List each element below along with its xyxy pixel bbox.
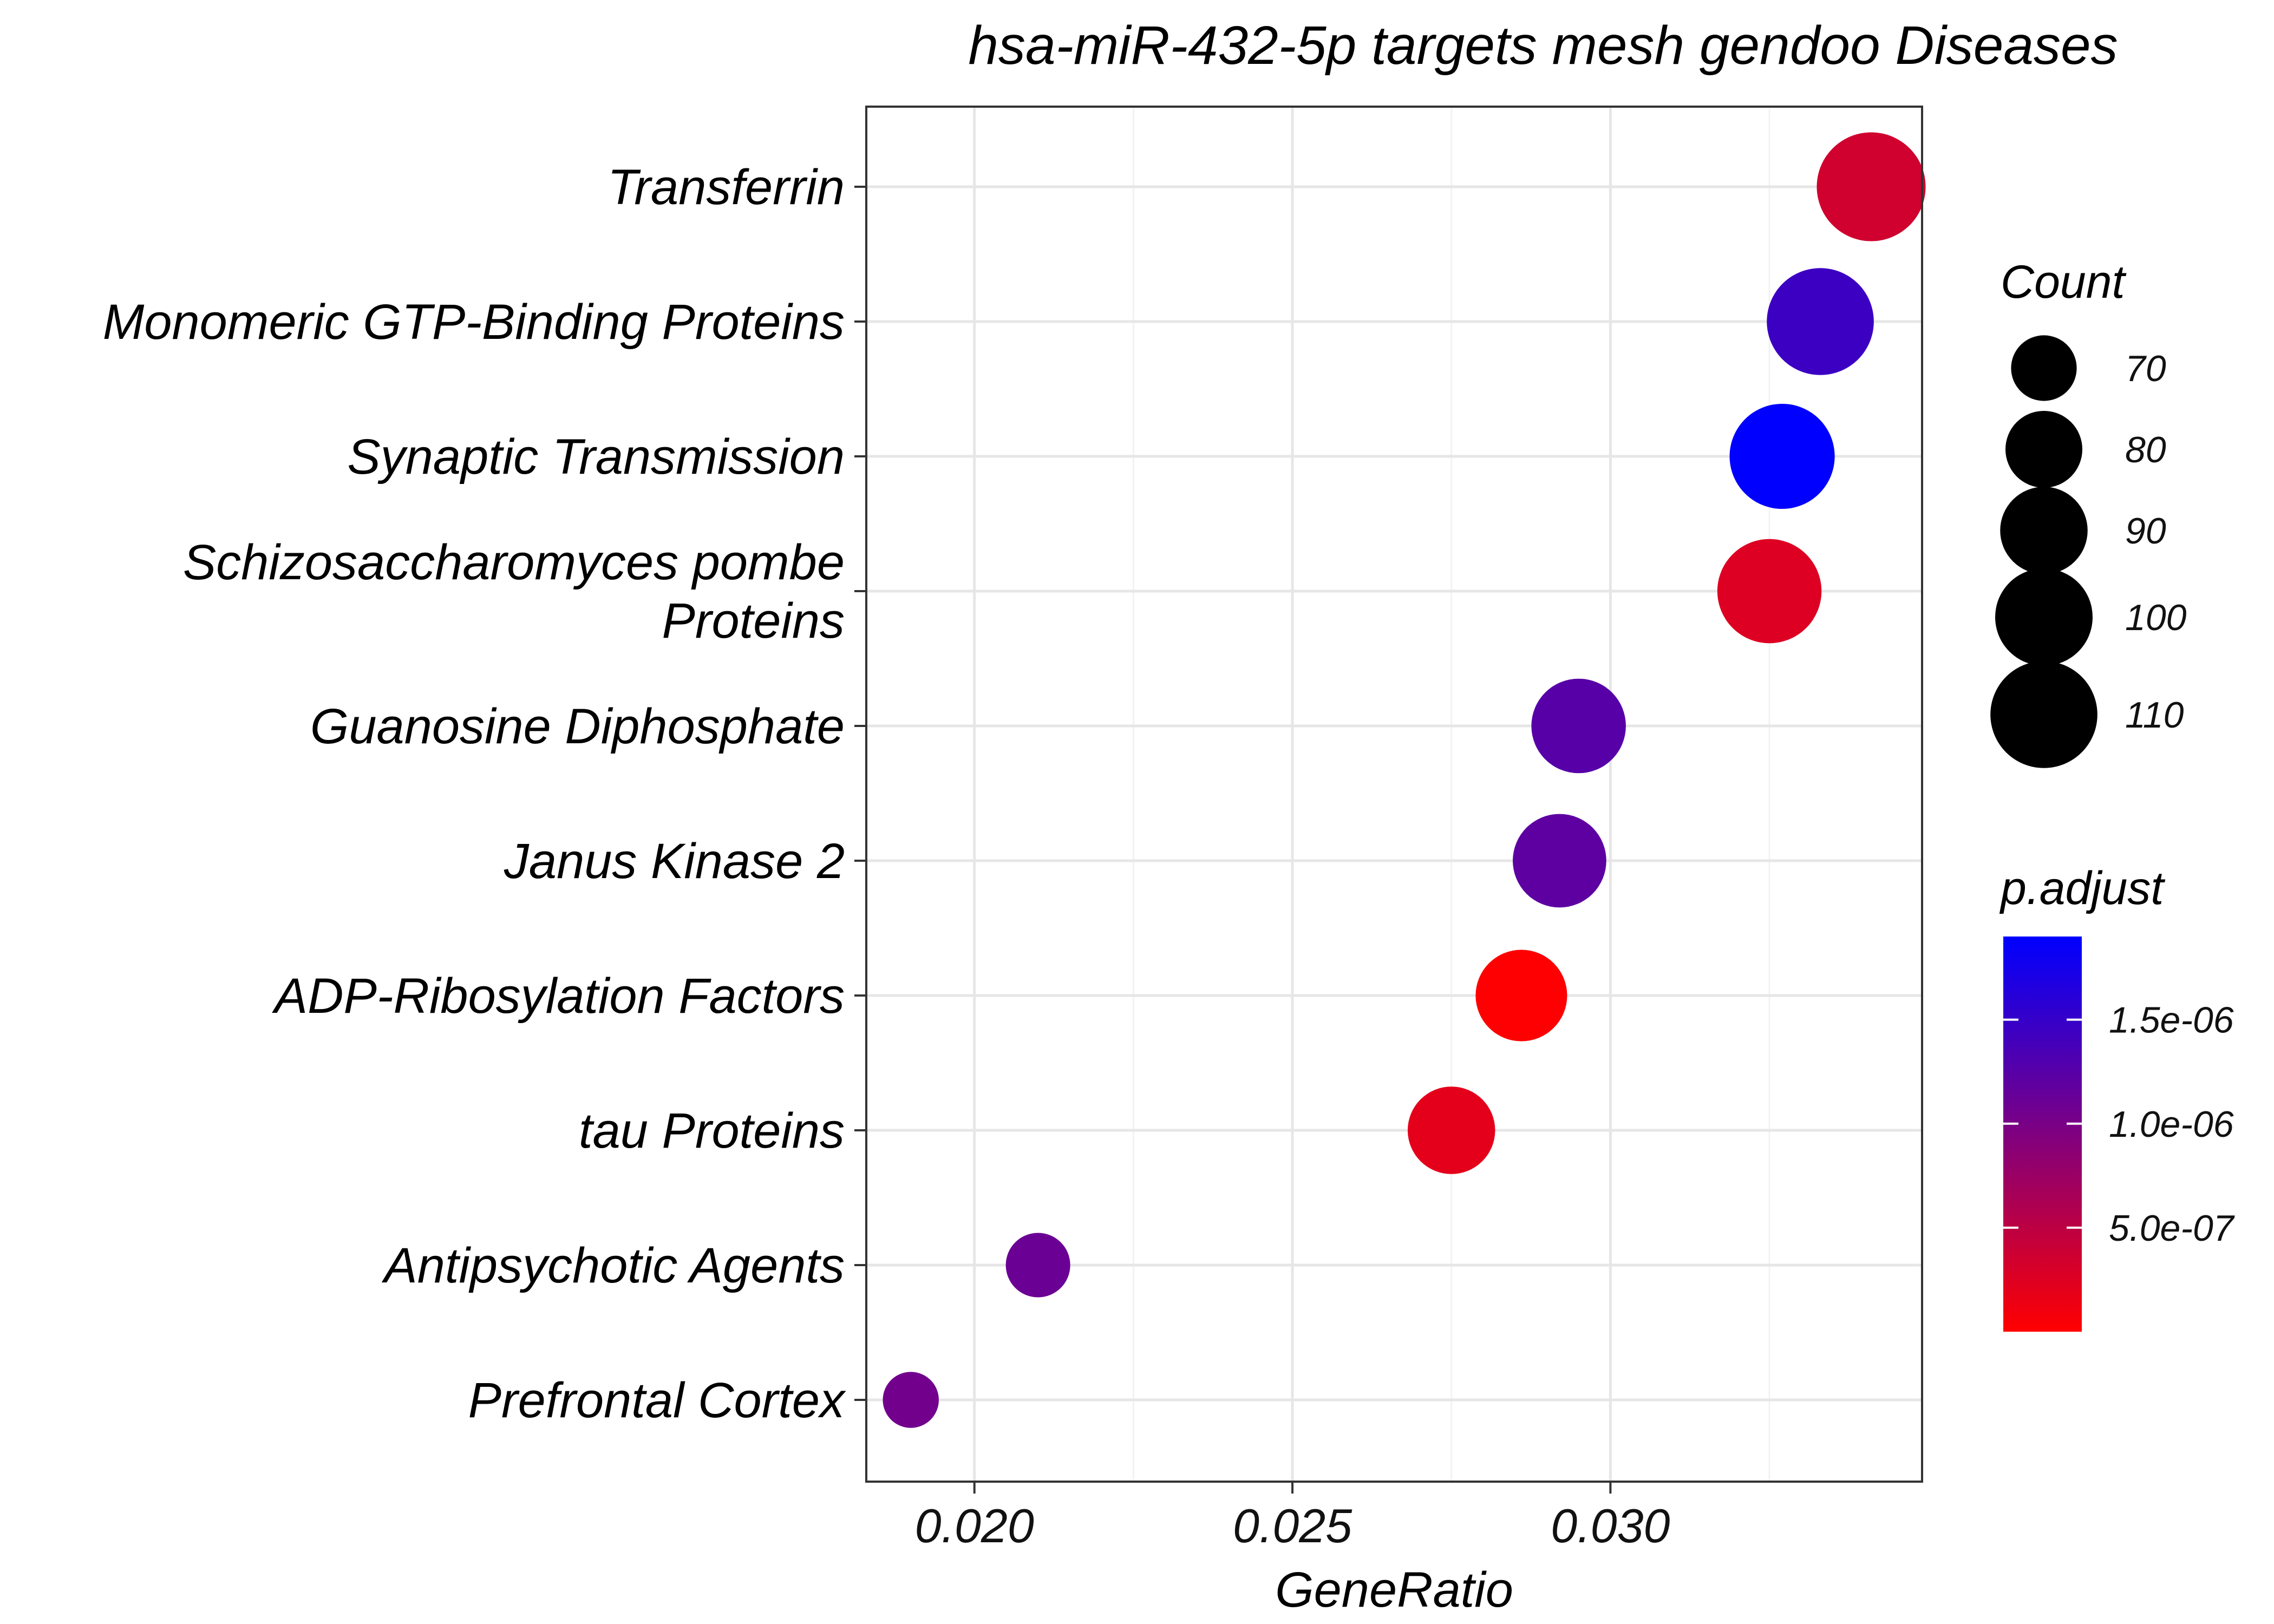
y-tick-label: Synaptic Transmission: [347, 429, 845, 484]
data-point: [1531, 678, 1626, 774]
data-point: [1729, 403, 1835, 509]
size-legend-label: 100: [2125, 597, 2187, 638]
color-legend-label: 1.5e-06: [2109, 1000, 2234, 1041]
y-tick-label: ADP-Ribosylation Factors: [272, 968, 845, 1024]
size-legend: 70 80 90 100 110: [1990, 335, 2187, 768]
size-legend-label: 90: [2125, 510, 2166, 552]
color-bar: [2003, 937, 2082, 1332]
size-legend-label: 80: [2125, 429, 2166, 470]
x-tick-label: 0.025: [1233, 1499, 1352, 1553]
x-axis: 0.020 0.025 0.030: [915, 1482, 1670, 1553]
data-points: [883, 132, 1926, 1428]
data-point: [1717, 539, 1822, 644]
data-point: [1407, 1086, 1495, 1174]
color-legend-ticks: 1.5e-06 1.0e-06 5.0e-07: [2003, 1000, 2235, 1249]
y-tick-label: Prefrontal Cortex: [468, 1373, 846, 1428]
y-tick-label: Schizosaccharomyces pombe Proteins: [183, 535, 845, 649]
y-tick-label: tau Proteins: [579, 1103, 845, 1158]
size-legend-key: [1990, 661, 2097, 768]
x-axis-label: GeneRatio: [1275, 1562, 1513, 1618]
size-legend-label: 70: [2125, 348, 2166, 389]
color-legend-title: p.adjust: [1999, 862, 2165, 914]
data-point: [1816, 132, 1926, 241]
data-point: [1005, 1233, 1070, 1298]
x-tick-label: 0.030: [1551, 1499, 1670, 1553]
size-legend-key: [2000, 487, 2088, 574]
chart-title: hsa-miR-432-5p targets mesh gendoo Disea…: [968, 15, 2118, 76]
y-tick-label: Transferrin: [607, 160, 845, 215]
color-legend-label: 1.0e-06: [2109, 1104, 2234, 1145]
color-legend-label: 5.0e-07: [2109, 1208, 2235, 1249]
y-tick-label: Monomeric GTP-Binding Proteins: [103, 294, 845, 350]
size-legend-label: 110: [2125, 695, 2184, 736]
y-tick-label: Janus Kinase 2: [504, 834, 845, 889]
y-axis: Transferrin Monomeric GTP-Binding Protein…: [103, 160, 866, 1428]
y-tick-label: Antipsychotic Agents: [381, 1238, 845, 1293]
size-legend-key: [1995, 568, 2093, 666]
data-point: [1475, 949, 1567, 1042]
data-point: [883, 1372, 939, 1428]
plot-border: [865, 106, 1923, 1483]
data-point: [1767, 268, 1874, 375]
y-tick-label: Guanosine Diphosphate: [310, 699, 845, 754]
size-legend-title: Count: [2001, 256, 2127, 308]
size-legend-key: [2011, 335, 2077, 401]
size-legend-key: [2005, 411, 2082, 488]
data-point: [1513, 814, 1606, 908]
x-tick-label: 0.020: [915, 1499, 1034, 1553]
